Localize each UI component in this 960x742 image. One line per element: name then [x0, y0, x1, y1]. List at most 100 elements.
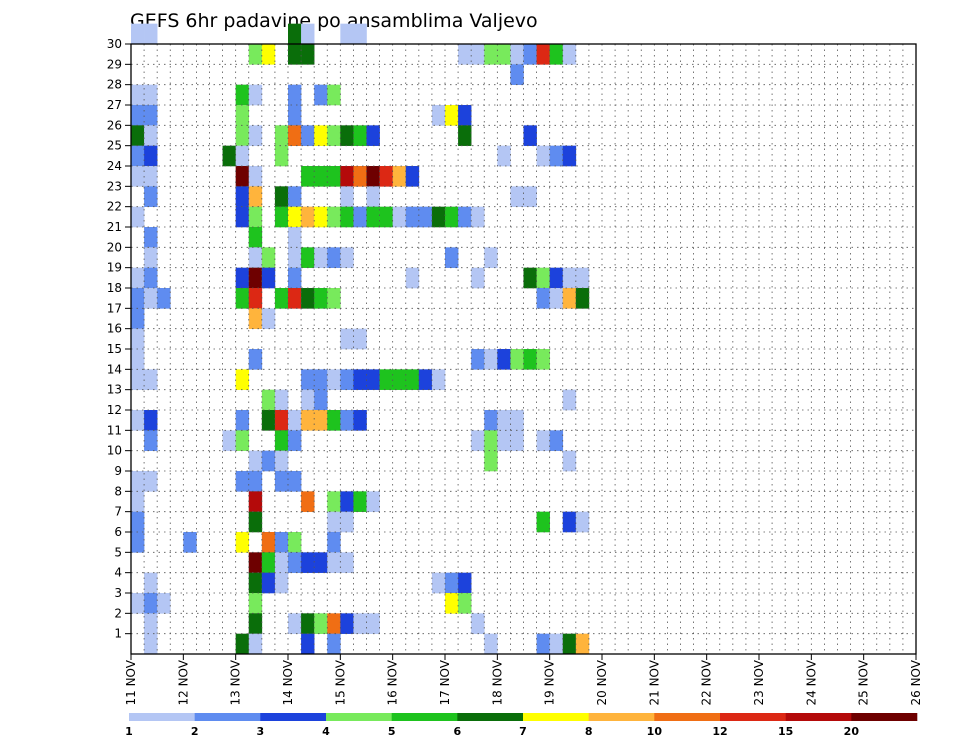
colorbar-swatch	[851, 713, 918, 721]
heatmap-cell	[248, 613, 263, 634]
x-tick-label: 18 NOV	[490, 659, 504, 705]
heatmap-cell	[274, 186, 289, 207]
colorbar-label: 4	[322, 725, 330, 738]
heatmap-cell	[144, 105, 158, 126]
heatmap-cell	[484, 349, 498, 370]
heatmap-cell	[575, 288, 590, 309]
heatmap-cell	[248, 349, 263, 370]
heatmap-cell	[248, 552, 263, 573]
y-tick-label: 11	[107, 423, 122, 437]
heatmap-cell	[366, 613, 380, 634]
heatmap-cell	[536, 288, 550, 309]
heatmap-cell	[431, 206, 446, 228]
heatmap-cell	[353, 23, 367, 45]
heatmap-cell	[392, 369, 407, 390]
heatmap-cell	[274, 430, 289, 451]
heatmap-cell	[340, 125, 354, 146]
heatmap-cell	[353, 491, 367, 512]
heatmap-cell	[248, 288, 263, 309]
heatmap-cell	[274, 125, 289, 146]
heatmap-cell	[144, 247, 158, 268]
y-tick-label: 15	[107, 342, 122, 356]
y-tick-label: 1	[114, 627, 122, 641]
heatmap-cell	[340, 247, 354, 268]
heatmap-cell	[131, 166, 145, 187]
heatmap-cell	[510, 430, 524, 451]
heatmap-cell	[235, 84, 250, 106]
colorbar-label: 1	[125, 725, 133, 738]
heatmap-cell	[562, 288, 577, 309]
heatmap-cell	[131, 84, 145, 106]
heatmap-cell	[274, 145, 289, 167]
heatmap-cell	[131, 145, 145, 167]
heatmap-cell	[248, 511, 263, 533]
heatmap-cell	[144, 572, 158, 594]
y-tick-label: 19	[107, 261, 122, 275]
x-tick-label: 16 NOV	[386, 659, 400, 705]
heatmap-cell	[340, 552, 354, 573]
heatmap-cell	[235, 288, 250, 309]
heatmap-cell	[274, 552, 289, 573]
heatmap-cell	[301, 369, 315, 390]
heatmap-cell	[379, 369, 393, 390]
heatmap-cell	[288, 227, 302, 248]
heatmap-cell	[248, 206, 263, 228]
heatmap-cell	[144, 430, 158, 451]
heatmap-cell	[536, 511, 550, 533]
y-tick-label: 23	[107, 179, 122, 193]
heatmap-cell	[327, 633, 341, 655]
heatmap-cell	[131, 288, 145, 309]
x-axis: 11 NOV 12 NOV 13 NOV 14 NOV 15 NOV 16 NOV 17 N…	[124, 654, 923, 706]
colorbar-swatch	[129, 713, 195, 721]
heatmap-cell	[261, 450, 276, 472]
heatmap-cell	[497, 349, 511, 370]
heatmap-cell	[562, 450, 577, 472]
heatmap-cell	[366, 125, 380, 146]
heatmap-cell	[366, 206, 380, 228]
heatmap-cell	[144, 166, 158, 187]
heatmap-cell	[379, 206, 393, 228]
heatmap-cell	[131, 125, 145, 146]
x-tick-label: 23 NOV	[752, 659, 766, 705]
heatmap-cell	[248, 44, 263, 65]
heatmap-cell	[274, 206, 289, 228]
heatmap-cell	[549, 633, 564, 655]
heatmap-cell	[144, 84, 158, 106]
heatmap-cell	[288, 471, 302, 492]
heatmap-cell	[353, 125, 367, 146]
heatmap-cell	[340, 410, 354, 431]
y-tick-label: 8	[114, 484, 122, 498]
heatmap-cell	[405, 206, 420, 228]
heatmap-cell	[327, 288, 341, 309]
heatmap-cell	[340, 511, 354, 533]
heatmap-cell	[261, 572, 276, 594]
heatmap-cell	[418, 206, 433, 228]
y-tick-label: 12	[107, 403, 122, 417]
y-tick-label: 4	[114, 566, 122, 580]
heatmap-cell	[340, 186, 354, 207]
heatmap-cell	[301, 552, 315, 573]
heatmap-cell	[471, 430, 485, 451]
heatmap-cell	[131, 511, 145, 533]
heatmap-cell	[235, 267, 250, 289]
y-tick-label: 5	[114, 545, 122, 559]
heatmap-cell	[327, 511, 341, 533]
y-tick-label: 22	[107, 200, 122, 214]
heatmap-cell	[235, 430, 250, 451]
heatmap-cell	[288, 186, 302, 207]
colorbar-swatch	[326, 713, 392, 721]
heatmap-cell	[314, 552, 328, 573]
heatmap-cell	[549, 267, 564, 289]
heatmap-cell	[131, 105, 145, 126]
x-tick-label: 26 NOV	[909, 659, 923, 705]
y-tick-label: 17	[107, 301, 122, 315]
heatmap-cell	[562, 633, 577, 655]
heatmap-cell	[288, 105, 302, 126]
heatmap-cell	[366, 491, 380, 512]
heatmap-cell	[288, 410, 302, 431]
heatmap-cell	[248, 593, 263, 614]
heatmap-cell	[497, 410, 511, 431]
heatmap-cell	[405, 267, 420, 289]
heatmap-cell	[301, 389, 315, 411]
heatmap-cell	[327, 369, 341, 390]
